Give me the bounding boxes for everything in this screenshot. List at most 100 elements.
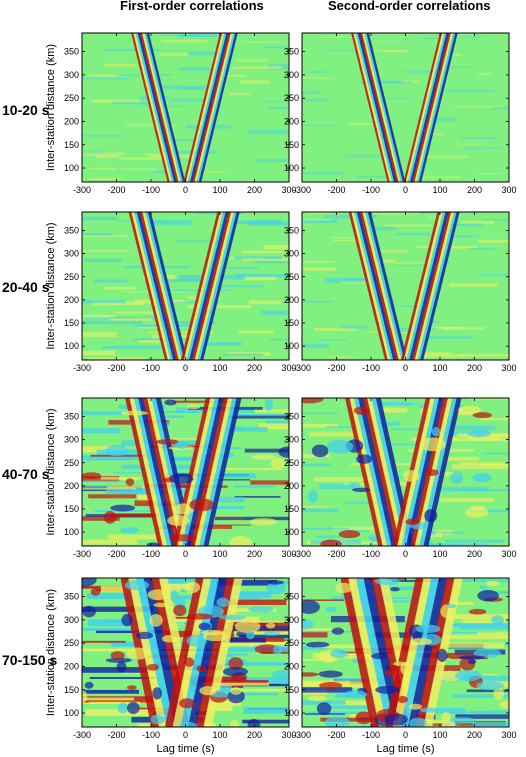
- moveout-band: [359, 33, 399, 182]
- moveout-band: [165, 578, 205, 727]
- noise-streak: [108, 534, 157, 540]
- y-tick-label: 300: [284, 615, 299, 625]
- noise-streak: [443, 456, 480, 461]
- signal-blob: [479, 585, 488, 590]
- x-tick-label: 100: [212, 549, 227, 559]
- signal-blob: [152, 687, 163, 700]
- moveout-band: [414, 33, 454, 182]
- signal-blob: [334, 582, 354, 593]
- y-tick-label: 350: [284, 47, 299, 57]
- y-tick-label: 250: [284, 458, 299, 468]
- noise-streak: [107, 485, 156, 489]
- x-tick-label: 300: [281, 363, 296, 373]
- noise-streak: [231, 692, 279, 696]
- noise-streak: [403, 70, 439, 73]
- noise-streak: [82, 648, 147, 652]
- signal-blob: [278, 446, 289, 458]
- y-tick-label: 150: [284, 318, 299, 328]
- noise-streak: [325, 705, 371, 709]
- noise-streak: [160, 578, 227, 584]
- row-label-10-20: 10-20 s: [2, 102, 50, 118]
- noise-streak: [260, 310, 289, 315]
- noise-streak: [237, 662, 289, 666]
- signal-blob: [150, 714, 165, 725]
- x-tick-label: -100: [142, 549, 160, 559]
- noise-streak: [229, 219, 282, 224]
- noise-streak: [95, 630, 167, 634]
- moveout-band: [203, 398, 242, 546]
- noise-streak: [242, 719, 289, 724]
- x-tick-label: -300: [73, 549, 91, 559]
- noise-streak: [437, 642, 505, 648]
- noise-streak: [88, 701, 140, 704]
- noise-streak: [243, 707, 289, 714]
- x-tick-label: -300: [293, 363, 311, 373]
- noise-streak: [434, 66, 474, 68]
- noise-streak: [89, 677, 156, 679]
- noise-streak: [416, 652, 488, 659]
- noise-streak: [94, 279, 128, 283]
- signal-blob: [308, 489, 318, 503]
- noise-streak: [441, 631, 496, 634]
- noise-streak: [146, 153, 173, 156]
- noise-streak: [82, 480, 131, 483]
- noise-streak: [82, 456, 133, 461]
- signal-blob: [410, 638, 433, 646]
- y-tick-label: 150: [64, 504, 79, 514]
- y-tick-label: 300: [284, 249, 299, 259]
- moveout-band: [190, 398, 229, 546]
- y-tick-label: 350: [64, 226, 79, 236]
- noise-streak: [161, 138, 199, 142]
- signal-blob: [162, 477, 175, 483]
- x-tick-label: 0: [183, 185, 188, 195]
- noise-streak: [440, 235, 479, 238]
- x-tick-label: 200: [247, 363, 262, 373]
- noise-streak: [175, 240, 209, 243]
- signal-blob: [223, 666, 248, 677]
- noise-streak: [358, 81, 413, 84]
- signal-blob: [82, 690, 88, 703]
- y-axis-label: Inter-station distance (km): [45, 44, 57, 171]
- x-tick-label: -300: [293, 185, 311, 195]
- moveout-band: [133, 33, 173, 182]
- y-tick-label: 300: [284, 70, 299, 80]
- noise-streak: [393, 262, 434, 264]
- signal-blob: [127, 702, 140, 714]
- y-axis-label: Inter-station distance (km): [45, 589, 57, 716]
- signal-blob: [110, 651, 125, 660]
- signal-blob: [229, 535, 252, 546]
- signal-blob: [218, 614, 246, 620]
- moveout-band: [192, 212, 232, 360]
- noise-streak: [420, 155, 470, 159]
- noise-streak: [403, 354, 465, 358]
- signal-blob: [415, 624, 441, 634]
- signal-blob: [458, 405, 481, 414]
- noise-streak: [330, 237, 358, 239]
- moveout-band: [359, 212, 399, 360]
- noise-streak: [82, 250, 130, 252]
- noise-streak: [213, 285, 265, 288]
- signal-blob: [127, 685, 137, 691]
- noise-streak: [362, 80, 403, 83]
- signal-blob: [230, 719, 239, 727]
- x-tick-label: 300: [501, 185, 516, 195]
- signal-blob: [153, 602, 169, 608]
- noise-streak: [467, 721, 509, 724]
- x-tick-label: 200: [467, 363, 482, 373]
- noise-streak: [423, 118, 457, 122]
- signal-blob: [189, 498, 215, 512]
- signal-blob: [146, 663, 159, 671]
- signal-blob: [330, 649, 348, 659]
- y-tick-label: 200: [64, 481, 79, 491]
- x-tick-label: 100: [432, 730, 447, 740]
- noise-streak: [114, 311, 154, 314]
- y-tick-label: 100: [64, 527, 79, 537]
- moveout-band: [349, 398, 388, 546]
- noise-streak: [236, 273, 289, 278]
- signal-blob: [371, 652, 389, 660]
- signal-blob: [201, 629, 226, 636]
- x-tick-label: -100: [142, 363, 160, 373]
- noise-streak: [302, 267, 337, 271]
- signal-blob: [120, 410, 148, 416]
- noise-streak: [82, 235, 128, 237]
